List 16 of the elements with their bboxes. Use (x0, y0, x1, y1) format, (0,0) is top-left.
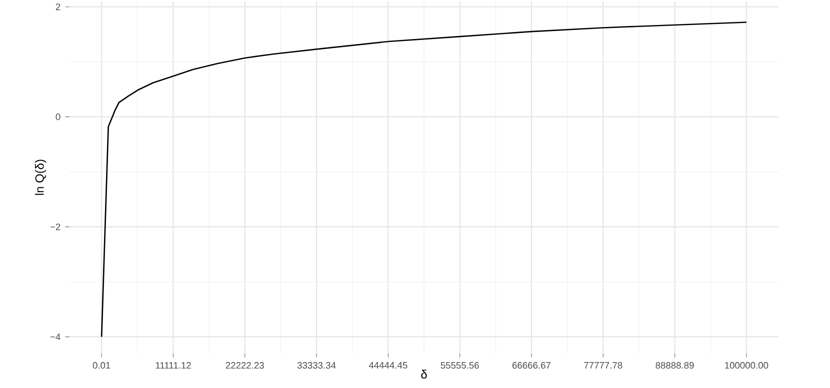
x-tick-label: 77777.78 (584, 362, 622, 369)
y-tick-label: −4 (50, 334, 60, 340)
x-tick-label: 33333.34 (297, 362, 336, 369)
x-tick-label: 22222.23 (226, 362, 264, 369)
y-axis-title: ln Q(δ) (34, 160, 46, 195)
x-tick-label: 0.01 (92, 362, 110, 369)
x-tick-label: 55555.56 (440, 362, 479, 369)
y-tick-label: 2 (56, 4, 60, 10)
x-tick-label: 88888.89 (656, 362, 694, 369)
x-tick-label: 66666.67 (512, 362, 550, 369)
x-axis-title: δ (421, 370, 427, 379)
x-tick-label: 11111.12 (156, 362, 191, 369)
x-tick-label: 44444.45 (368, 362, 408, 369)
x-tick-label: 100000.00 (725, 362, 768, 369)
y-tick-label: −2 (50, 224, 60, 230)
y-tick-label: 0 (56, 114, 60, 120)
